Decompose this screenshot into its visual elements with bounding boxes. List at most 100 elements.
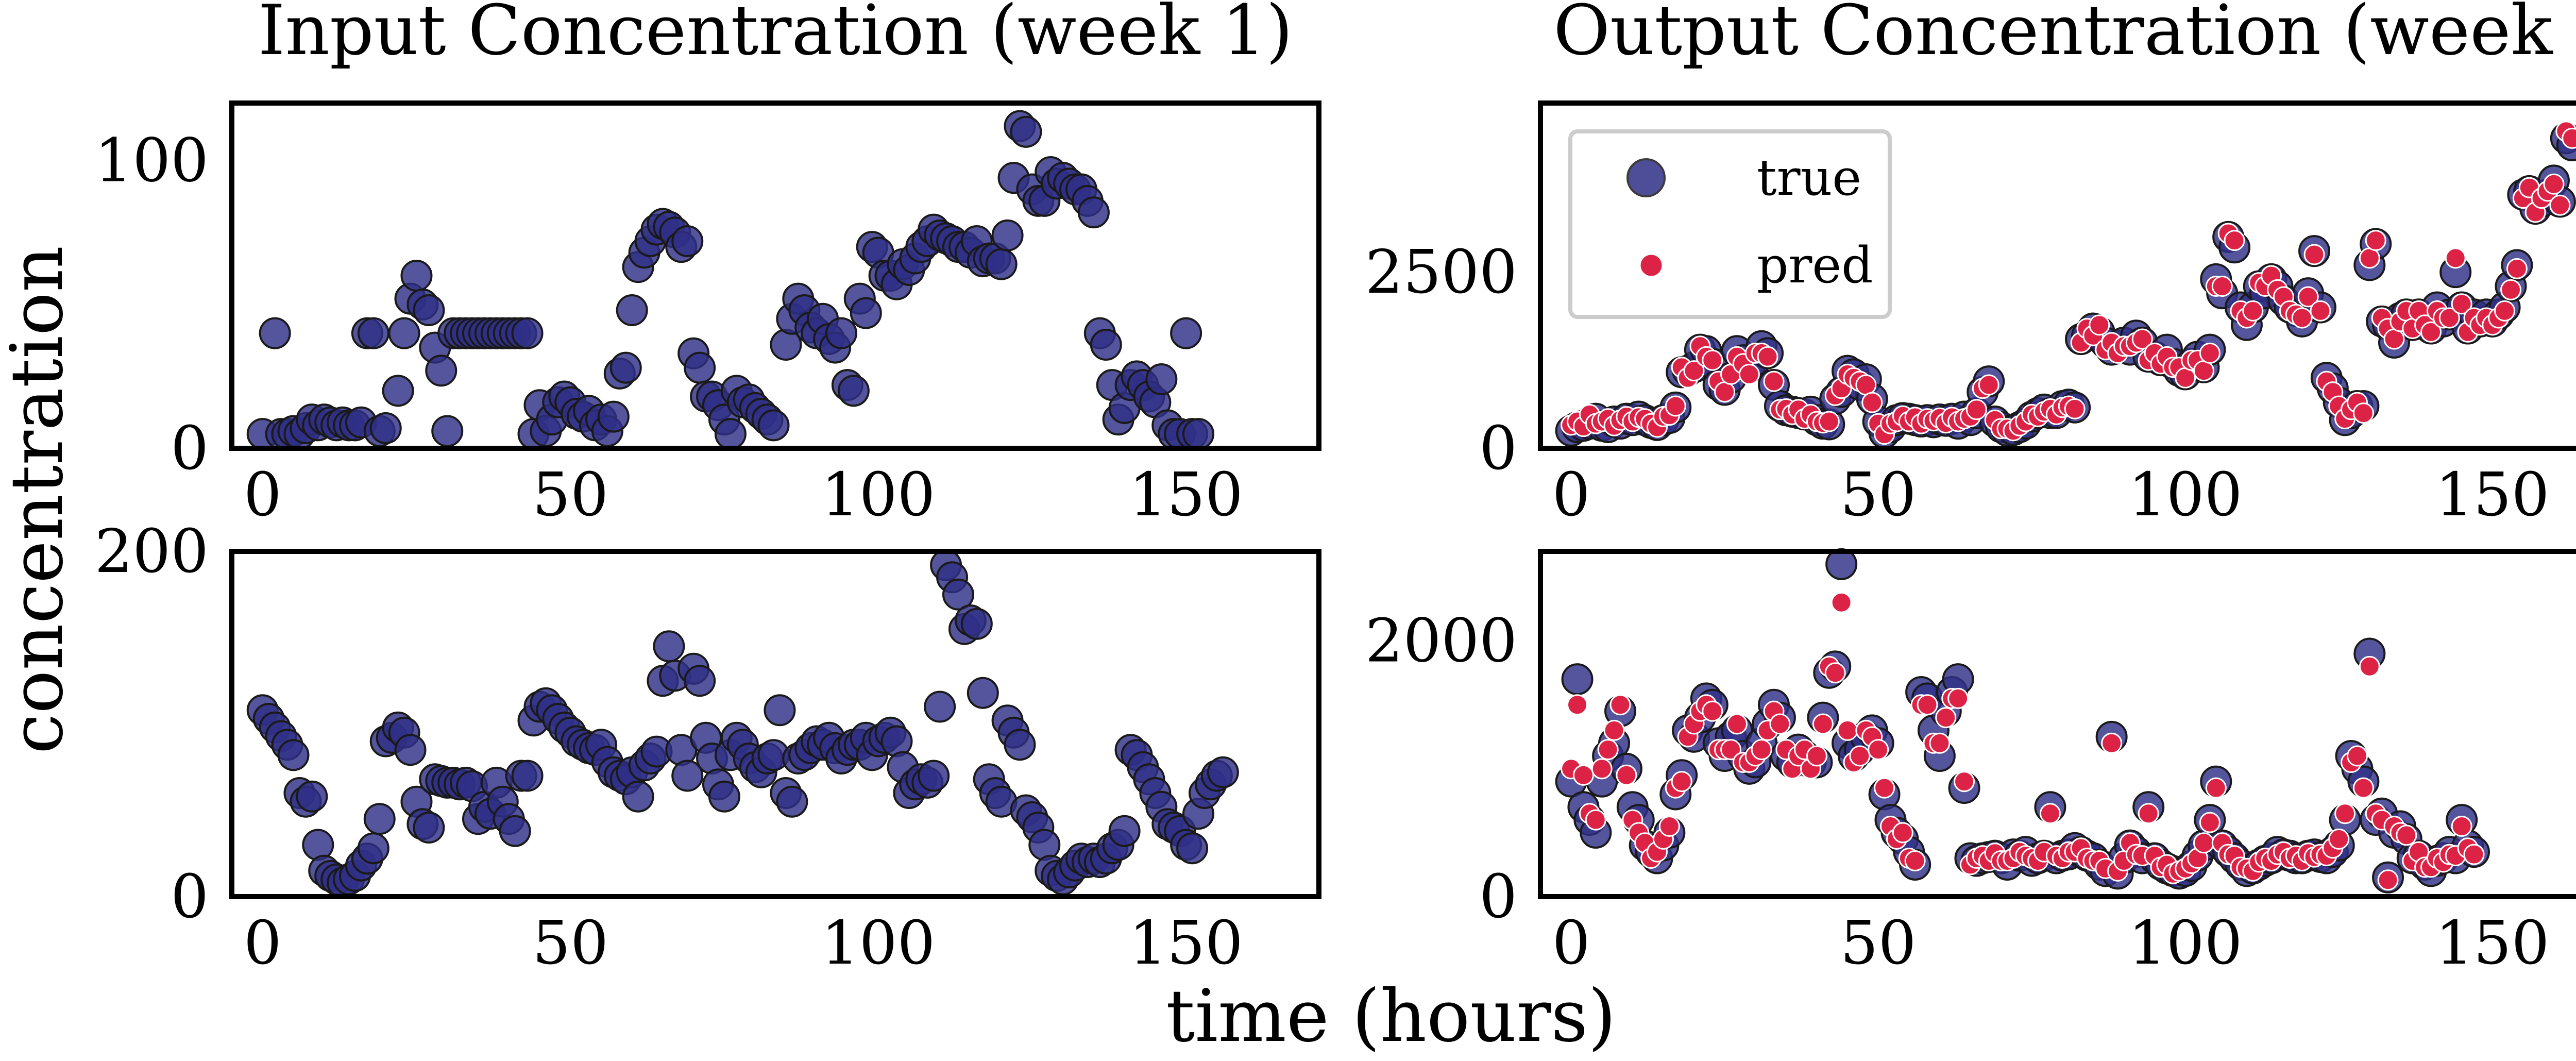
data-point-pred <box>2175 367 2196 389</box>
panel-output-week2-top: 0 50 100 150 0 2500 <box>1365 100 2576 530</box>
data-point-pred <box>2334 803 2356 824</box>
y-tick-label: 200 <box>95 517 209 586</box>
data-point-pred <box>1603 719 1625 741</box>
data-point-pred <box>2193 832 2214 854</box>
data-point-true <box>357 832 389 865</box>
x-axis-label: time (hours) <box>1166 974 1616 1058</box>
y-tick-label: 0 <box>1479 414 1517 483</box>
panel-output-week2-bottom: 0 50 100 150 0 2000 <box>1365 548 2576 978</box>
data-point-pred <box>1671 771 1692 793</box>
data-point-pred <box>1929 732 1951 754</box>
data-point-pred <box>1665 395 1686 417</box>
data-point-pred <box>1763 370 1785 392</box>
data-point-pred <box>1572 764 1594 786</box>
data-point-true <box>616 294 648 326</box>
data-point-pred <box>2224 230 2245 251</box>
data-point-true <box>991 219 1024 251</box>
data-point-pred <box>1726 713 1748 735</box>
data-point-true <box>985 248 1018 280</box>
data-point-true <box>1004 729 1036 761</box>
x-tick-label: 150 <box>1129 460 1243 530</box>
data-point-pred <box>2352 777 2374 799</box>
data-point-pred <box>1757 346 1778 367</box>
x-tick-label: 50 <box>532 460 608 530</box>
data-point-true <box>597 400 630 433</box>
panel-input-week1-top: 0 50 100 150 0 100 <box>95 100 1321 530</box>
data-point-pred <box>2310 300 2331 322</box>
data-point-pred <box>2359 655 2380 677</box>
x-tick-label: 100 <box>821 908 935 978</box>
data-point-pred <box>2303 244 2325 265</box>
data-point-pred <box>1585 809 1606 831</box>
data-point-pred <box>2039 803 2061 824</box>
data-point-pred <box>2089 314 2110 336</box>
data-point-true <box>850 297 882 329</box>
y-tick-label: 0 <box>1479 862 1517 932</box>
plot-frame <box>229 100 1321 451</box>
data-point-pred <box>1917 694 1938 716</box>
x-tick-label: 0 <box>244 460 282 530</box>
data-point-pred <box>1874 777 1895 799</box>
x-tick-label: 50 <box>532 908 608 978</box>
legend-marker-pred <box>1639 253 1664 278</box>
data-point-pred <box>2352 402 2374 424</box>
x-tick-label: 50 <box>1840 908 1917 978</box>
data-point-pred <box>1567 694 1588 716</box>
data-point-pred <box>2383 328 2405 350</box>
data-point-true <box>942 578 974 611</box>
data-point-pred <box>2377 869 2399 891</box>
data-point-pred <box>2494 300 2516 322</box>
data-point-pred <box>1597 739 1619 761</box>
data-point-pred <box>1769 713 1791 735</box>
panel-input-week1-bottom: 0 50 100 150 0 200 <box>95 517 1321 978</box>
data-point-pred <box>1806 745 1827 767</box>
data-point-pred <box>2396 824 2417 846</box>
data-point-true <box>960 608 993 640</box>
data-point-pred <box>2359 247 2380 269</box>
legend: true pred <box>1568 129 1892 319</box>
data-point-true <box>684 665 716 697</box>
data-point-true <box>425 355 457 387</box>
data-point-pred <box>2451 293 2472 315</box>
data-point-pred <box>2365 230 2386 251</box>
data-point-pred <box>2543 173 2565 195</box>
data-point-pred <box>2138 803 2159 824</box>
x-tick-label: 0 <box>1552 460 1590 530</box>
data-point-true <box>1090 329 1122 361</box>
data-point-true <box>413 294 445 326</box>
data-point-pred <box>2549 194 2571 216</box>
data-point-pred <box>2199 342 2221 364</box>
legend-marker-true <box>1626 158 1666 197</box>
data-point-true <box>1561 663 1594 696</box>
data-point-pred <box>1818 411 1840 432</box>
data-point-pred <box>2242 300 2264 322</box>
data-point-pred <box>2291 307 2313 329</box>
data-point-true <box>714 418 747 450</box>
x-tick-label: 100 <box>2128 908 2242 978</box>
data-point-true <box>684 351 716 384</box>
data-point-pred <box>2211 276 2233 297</box>
data-point-true <box>776 785 808 818</box>
data-point-pred <box>2420 321 2442 343</box>
y-tick-label: 2000 <box>1365 607 1517 676</box>
data-point-true <box>277 739 310 771</box>
data-point-true <box>653 630 685 663</box>
data-point-pred <box>1702 700 1723 722</box>
data-point-pred <box>1751 739 1772 761</box>
data-point-true <box>967 677 999 709</box>
data-point-pred <box>1683 360 1705 382</box>
data-point-true <box>918 760 950 792</box>
x-tick-label: 150 <box>2435 908 2549 978</box>
data-point-pred <box>2562 127 2576 149</box>
data-point-true <box>1207 756 1239 788</box>
data-point-pred <box>1720 739 1742 761</box>
data-point-pred <box>1861 392 1883 413</box>
data-point-true <box>609 351 642 384</box>
data-point-true <box>837 375 870 407</box>
data-point-true <box>1176 832 1209 865</box>
x-tick-label: 100 <box>821 460 935 530</box>
data-point-pred <box>1837 719 1858 741</box>
data-point-pred <box>1738 363 1760 385</box>
data-point-true <box>1182 418 1215 450</box>
